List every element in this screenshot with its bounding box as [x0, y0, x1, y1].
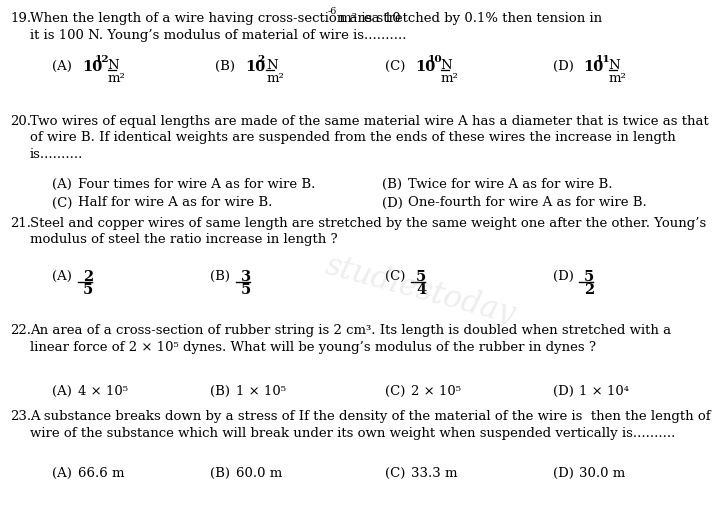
Text: N: N: [107, 59, 119, 72]
Text: (B): (B): [215, 60, 235, 73]
Text: (D): (D): [553, 270, 574, 283]
Text: modulus of steel the ratio increase in length ?: modulus of steel the ratio increase in l…: [30, 233, 338, 247]
Text: (B): (B): [382, 178, 402, 191]
Text: 10: 10: [428, 54, 442, 64]
Text: 20.: 20.: [10, 115, 31, 128]
Text: m²: m²: [107, 72, 126, 85]
Text: 5: 5: [416, 270, 426, 284]
Text: m²: m²: [608, 72, 627, 85]
Text: (C): (C): [52, 196, 73, 209]
Text: (C): (C): [385, 60, 405, 73]
Text: A substance breaks down by a stress of If the density of the material of the wir: A substance breaks down by a stress of I…: [30, 410, 711, 423]
Text: (A): (A): [52, 385, 72, 398]
Text: N: N: [608, 59, 620, 72]
Text: is..........: is..........: [30, 148, 83, 161]
Text: Steel and copper wires of same length are stretched by the same weight one after: Steel and copper wires of same length ar…: [30, 217, 706, 230]
Text: 5: 5: [241, 284, 251, 297]
Text: N: N: [441, 59, 452, 72]
Text: (D): (D): [553, 385, 574, 398]
Text: 4: 4: [416, 284, 426, 297]
Text: Four times for wire A as for wire B.: Four times for wire A as for wire B.: [78, 178, 315, 191]
Text: 5: 5: [584, 270, 595, 284]
Text: 10: 10: [82, 60, 102, 74]
Text: 12: 12: [94, 54, 109, 64]
Text: 3: 3: [241, 270, 251, 284]
Text: Twice for wire A as for wire B.: Twice for wire A as for wire B.: [408, 178, 613, 191]
Text: m² is stretched by 0.1% then tension in: m² is stretched by 0.1% then tension in: [335, 12, 603, 25]
Text: 23.: 23.: [10, 410, 31, 423]
Text: 30.0 m: 30.0 m: [579, 467, 625, 480]
Text: 10: 10: [245, 60, 265, 74]
Text: (C): (C): [385, 385, 405, 398]
Text: Half for wire A as for wire B.: Half for wire A as for wire B.: [78, 196, 272, 209]
Text: N: N: [266, 59, 278, 72]
Text: 19.: 19.: [10, 12, 31, 25]
Text: 66.6 m: 66.6 m: [78, 467, 124, 480]
Text: 1 × 10⁴: 1 × 10⁴: [579, 385, 629, 398]
Text: 22.: 22.: [10, 324, 31, 337]
Text: (D): (D): [382, 196, 403, 209]
Text: An area of a cross-section of rubber string is 2 cm³. Its length is doubled when: An area of a cross-section of rubber str…: [30, 324, 671, 337]
Text: of wire B. If identical weights are suspended from the ends of these wires the i: of wire B. If identical weights are susp…: [30, 132, 676, 144]
Text: 1 × 10⁵: 1 × 10⁵: [236, 385, 286, 398]
Text: 60.0 m: 60.0 m: [236, 467, 282, 480]
Text: studiestoday: studiestoday: [322, 250, 518, 330]
Text: 11: 11: [595, 54, 611, 64]
Text: (A): (A): [52, 60, 72, 73]
Text: (C): (C): [385, 467, 405, 480]
Text: Two wires of equal lengths are made of the same material wire A has a diameter t: Two wires of equal lengths are made of t…: [30, 115, 709, 128]
Text: (A): (A): [52, 178, 72, 191]
Text: (A): (A): [52, 467, 72, 480]
Text: 2 × 10⁵: 2 × 10⁵: [411, 385, 461, 398]
Text: 10: 10: [583, 60, 603, 74]
Text: 5: 5: [83, 284, 93, 297]
Text: When the length of a wire having cross-section area 10: When the length of a wire having cross-s…: [30, 12, 401, 25]
Text: (A): (A): [52, 270, 72, 283]
Text: it is 100 N. Young’s modulus of material of wire is..........: it is 100 N. Young’s modulus of material…: [30, 29, 407, 41]
Text: wire of the substance which will break under its own weight when suspended verti: wire of the substance which will break u…: [30, 426, 675, 440]
Text: (D): (D): [553, 60, 574, 73]
Text: m²: m²: [266, 72, 284, 85]
Text: (B): (B): [210, 270, 230, 283]
Text: 2: 2: [83, 270, 93, 284]
Text: 10: 10: [415, 60, 436, 74]
Text: 33.3 m: 33.3 m: [411, 467, 457, 480]
Text: 21.: 21.: [10, 217, 31, 230]
Text: (C): (C): [385, 270, 405, 283]
Text: (B): (B): [210, 385, 230, 398]
Text: -6: -6: [327, 7, 337, 16]
Text: 2: 2: [584, 284, 595, 297]
Text: m²: m²: [441, 72, 459, 85]
Text: (D): (D): [553, 467, 574, 480]
Text: One-fourth for wire A as for wire B.: One-fourth for wire A as for wire B.: [408, 196, 647, 209]
Text: (B): (B): [210, 467, 230, 480]
Text: linear force of 2 × 10⁵ dynes. What will be young’s modulus of the rubber in dyn: linear force of 2 × 10⁵ dynes. What will…: [30, 341, 596, 353]
Text: 4 × 10⁵: 4 × 10⁵: [78, 385, 128, 398]
Text: 2: 2: [258, 54, 265, 64]
